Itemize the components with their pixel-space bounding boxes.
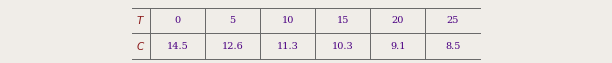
Text: 10.3: 10.3: [332, 42, 354, 51]
Text: 14.5: 14.5: [166, 42, 188, 51]
Text: $C$: $C$: [136, 40, 146, 52]
Text: 8.5: 8.5: [445, 42, 461, 51]
Text: 10: 10: [282, 16, 294, 25]
Text: 15: 15: [337, 16, 349, 25]
Text: 25: 25: [447, 16, 459, 25]
Text: 11.3: 11.3: [277, 42, 299, 51]
Text: 9.1: 9.1: [390, 42, 406, 51]
Text: 5: 5: [230, 16, 236, 25]
Text: 12.6: 12.6: [222, 42, 244, 51]
Text: 20: 20: [392, 16, 404, 25]
Text: $T$: $T$: [136, 14, 145, 26]
Text: 0: 0: [174, 16, 181, 25]
